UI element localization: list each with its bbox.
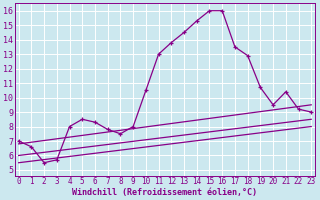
- X-axis label: Windchill (Refroidissement éolien,°C): Windchill (Refroidissement éolien,°C): [72, 188, 258, 197]
